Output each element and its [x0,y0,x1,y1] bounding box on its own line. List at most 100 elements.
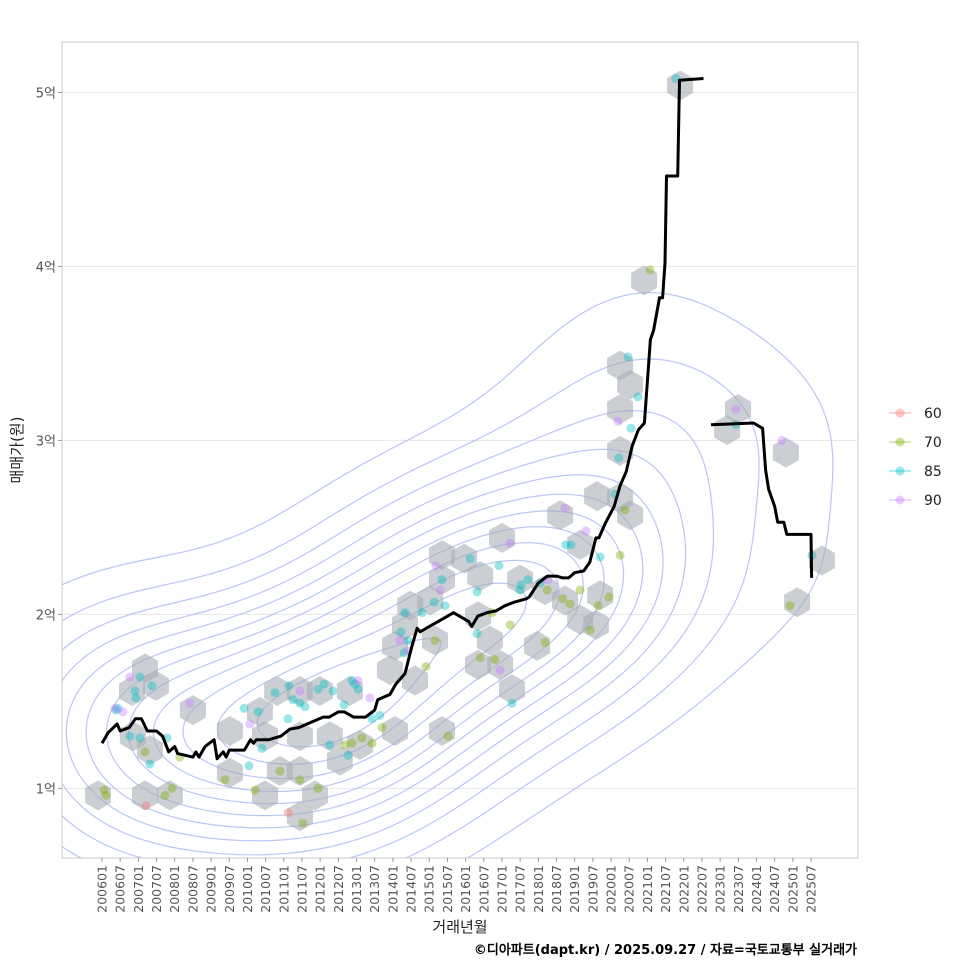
y-axis-title: 매매가(원) [8,417,26,484]
data-point-90 [560,503,570,513]
data-point-70 [593,601,603,611]
x-axis-title: 거래년월 [432,918,487,936]
x-tick-label: 202201 [676,865,691,913]
data-point-85 [300,702,310,712]
hexbin [246,696,273,727]
x-tick-label: 201107 [295,865,310,913]
hexbin [376,655,403,686]
data-point-90 [431,561,441,571]
data-point-85 [270,688,280,698]
x-tick-label: 202001 [604,865,619,913]
x-tick-label: 201201 [313,865,328,913]
data-point-90 [353,676,363,686]
data-point-85 [328,686,338,696]
x-tick-label: 202307 [731,865,746,913]
data-point-85 [465,554,475,564]
hexbin [567,529,594,560]
hexbin [467,561,494,592]
data-point-90 [581,526,591,536]
hexbin [306,676,333,706]
hexbin [507,564,534,595]
legend-item-60: 60 [889,406,942,422]
data-point-70 [645,265,655,275]
data-point-85 [131,693,141,703]
hexbin [607,435,634,466]
x-tick-label: 200607 [113,865,128,913]
hexbin [499,674,525,705]
data-point-85 [429,597,439,607]
data-point-70 [367,738,377,748]
data-point-85 [295,698,305,708]
legend-item-70: 70 [889,435,942,451]
hexbin [451,543,478,574]
data-point-85 [111,705,121,715]
hexbin [136,735,163,766]
plot-panel [61,41,859,859]
data-point-70 [490,655,500,665]
hexbin [429,716,455,746]
x-tick-label: 201807 [549,865,564,913]
data-point-70 [250,785,260,795]
hexbin [524,630,551,661]
hexbin [85,780,111,811]
data-point-85 [437,575,447,585]
x-tick-label: 202107 [658,865,673,913]
data-point-85 [284,681,294,691]
data-point-90 [185,698,195,708]
hexbin [582,609,609,640]
hexbin [216,716,243,746]
data-point-85 [375,710,385,720]
hexbin [465,649,491,680]
data-point-60 [283,808,293,818]
data-point-85 [130,686,140,696]
data-point-70 [377,723,387,733]
x-tick-label: 201601 [458,865,473,913]
legend: 60 70 85 90 [889,406,942,509]
data-point-70 [295,775,305,785]
y-tick-label: 3억 [36,434,56,449]
data-point-70 [160,790,170,800]
density-contour [62,292,834,858]
hexbin [264,676,291,706]
x-tick-label: 201501 [422,865,437,913]
data-point-60 [141,801,151,811]
x-tick-label: 201707 [513,865,528,913]
density-contour [62,448,687,856]
data-point-85 [288,695,298,705]
data-point-85 [343,750,353,760]
hexbin [547,500,574,531]
data-point-70 [220,775,230,785]
data-point-85 [396,627,406,637]
hexbin [132,780,158,811]
data-point-90 [365,693,375,703]
data-point-85 [283,714,293,724]
hexbin [142,670,169,701]
legend-key-point [895,408,905,418]
data-point-90 [731,404,741,414]
x-tick-label: 202207 [695,865,710,913]
data-point-85 [399,648,409,658]
data-point-70 [565,599,575,609]
x-tick-label: 201101 [276,865,291,913]
legend-key-point [895,437,905,447]
data-point-90 [110,703,120,713]
hexbin [266,756,293,786]
data-point-70 [615,550,625,560]
x-tick-label: 200807 [185,865,200,913]
data-point-90 [505,538,515,548]
legend-key-point [895,495,905,505]
data-point-70 [340,740,350,750]
data-point-85 [494,561,504,571]
hexbin [772,437,799,468]
data-point-85 [614,453,624,463]
legend-item-90: 90 [889,493,942,509]
data-point-90 [777,435,787,445]
x-tick-label: 200701 [131,865,146,913]
hexbin [156,780,183,811]
hexbin [422,625,448,656]
data-point-70 [140,747,150,757]
x-tick-label: 202507 [804,865,819,913]
x-tick-label: 202501 [785,865,800,913]
data-point-70 [585,625,595,635]
y-tick-label: 2억 [36,608,56,623]
